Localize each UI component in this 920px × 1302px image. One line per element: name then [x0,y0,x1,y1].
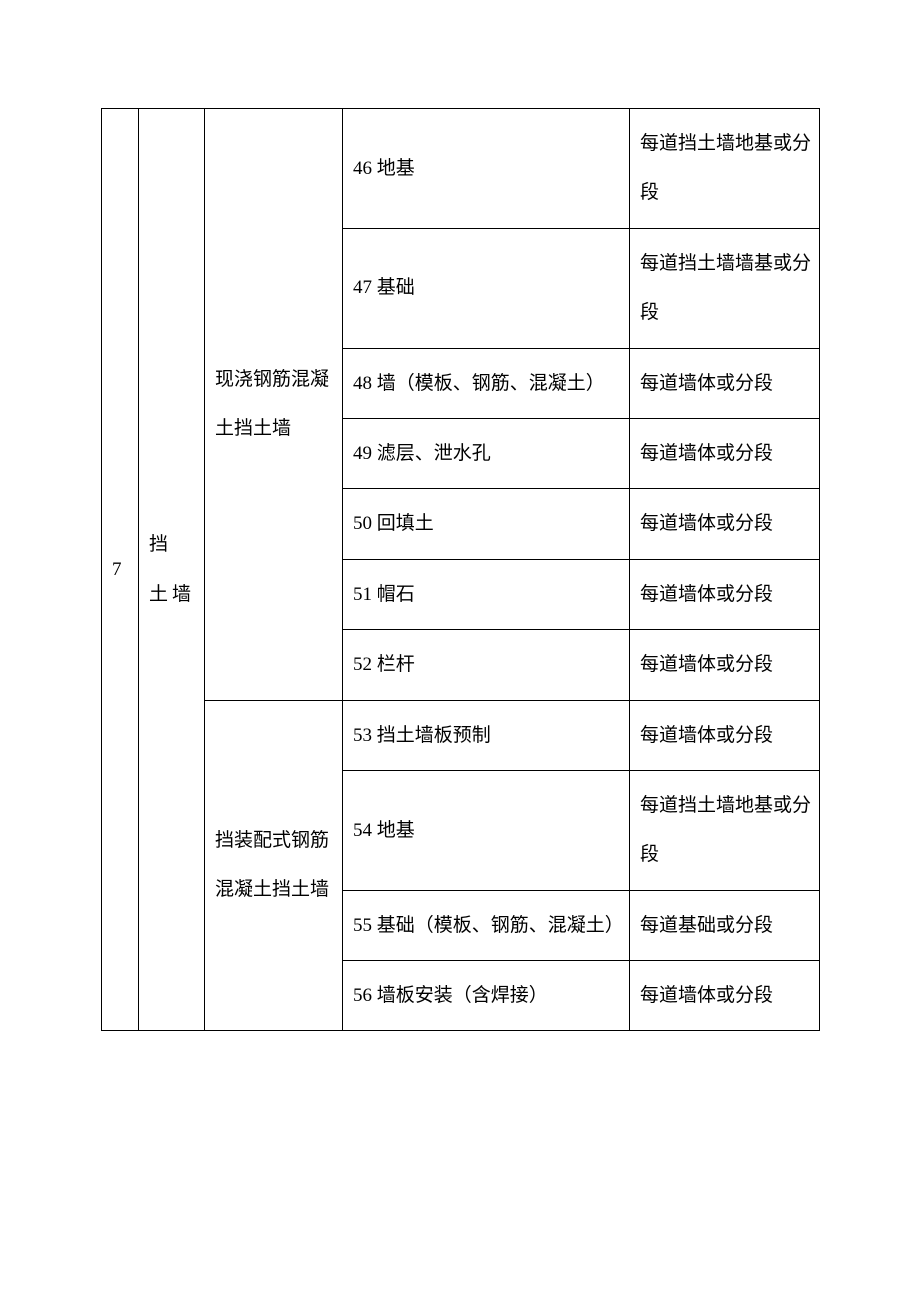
cell-item: 56 墙板安装（含焊接） [343,961,630,1031]
cell-text: 现浇钢筋混凝土挡土墙 [205,345,342,464]
cell-group: 现浇钢筋混凝土挡土墙 [205,109,343,701]
cell-text: 47 基础 [343,253,629,322]
cell-text: 52 栏杆 [343,630,629,699]
cell-item: 55 基础（模板、钢筋、混凝土） [343,890,630,960]
cell-item: 49 滤层、泄水孔 [343,418,630,488]
cell-text: 48 墙（模板、钢筋、混凝土） [343,349,629,418]
cell-item: 53 挡土墙板预制 [343,700,630,770]
cell-item: 52 栏杆 [343,630,630,700]
cell-spec: 每道挡土墙墙基或分段 [630,228,820,348]
cell-spec: 每道墙体或分段 [630,559,820,629]
cell-text: 每道挡土墙墙基或分段 [630,229,819,348]
cell-text: 7 [102,535,138,604]
cell-spec: 每道墙体或分段 [630,348,820,418]
cell-spec: 每道墙体或分段 [630,961,820,1031]
cell-category: 挡 土墙 [139,109,205,1031]
cell-item: 54 地基 [343,770,630,890]
cell-item: 46 地基 [343,109,630,229]
cell-spec: 每道墙体或分段 [630,700,820,770]
table-row: 挡装配式钢筋混凝土挡土墙 53 挡土墙板预制 每道墙体或分段 [102,700,820,770]
cell-spec: 每道挡土墙地基或分段 [630,109,820,229]
cell-text: 56 墙板安装（含焊接） [343,961,629,1030]
cell-text: 每道基础或分段 [630,891,819,960]
cell-text: 挡 土墙 [139,510,204,629]
cell-item: 51 帽石 [343,559,630,629]
cell-text: 每道墙体或分段 [630,489,819,558]
cell-item: 47 基础 [343,228,630,348]
cell-text: 每道墙体或分段 [630,560,819,629]
cell-spec: 每道墙体或分段 [630,630,820,700]
cell-text: 每道墙体或分段 [630,349,819,418]
cell-group: 挡装配式钢筋混凝土挡土墙 [205,700,343,1031]
cell-spec: 每道挡土墙地基或分段 [630,770,820,890]
cell-text: 每道挡土墙地基或分段 [630,109,819,228]
cell-item: 50 回填土 [343,489,630,559]
cell-item: 48 墙（模板、钢筋、混凝土） [343,348,630,418]
cell-text: 55 基础（模板、钢筋、混凝土） [343,891,629,960]
cell-text: 49 滤层、泄水孔 [343,419,629,488]
cell-text: 每道墙体或分段 [630,701,819,770]
cell-text: 53 挡土墙板预制 [343,701,629,770]
cell-text: 46 地基 [343,134,629,203]
cell-spec: 每道墙体或分段 [630,489,820,559]
cell-spec: 每道墙体或分段 [630,418,820,488]
cell-text: 54 地基 [343,796,629,865]
cell-text: 挡装配式钢筋混凝土挡土墙 [205,806,342,925]
cell-text: 每道墙体或分段 [630,630,819,699]
table-row: 7 挡 土墙 现浇钢筋混凝土挡土墙 46 地基 每道挡土墙地基或分段 [102,109,820,229]
construction-table: 7 挡 土墙 现浇钢筋混凝土挡土墙 46 地基 每道挡土墙地基或分段 47 基础… [101,108,820,1031]
cell-text: 50 回填土 [343,489,629,558]
table-container: 7 挡 土墙 现浇钢筋混凝土挡土墙 46 地基 每道挡土墙地基或分段 47 基础… [101,108,819,1031]
cell-index: 7 [102,109,139,1031]
cell-text: 每道挡土墙地基或分段 [630,771,819,890]
cell-text: 每道墙体或分段 [630,961,819,1030]
cell-spec: 每道基础或分段 [630,890,820,960]
cell-text: 每道墙体或分段 [630,419,819,488]
cell-text: 51 帽石 [343,560,629,629]
